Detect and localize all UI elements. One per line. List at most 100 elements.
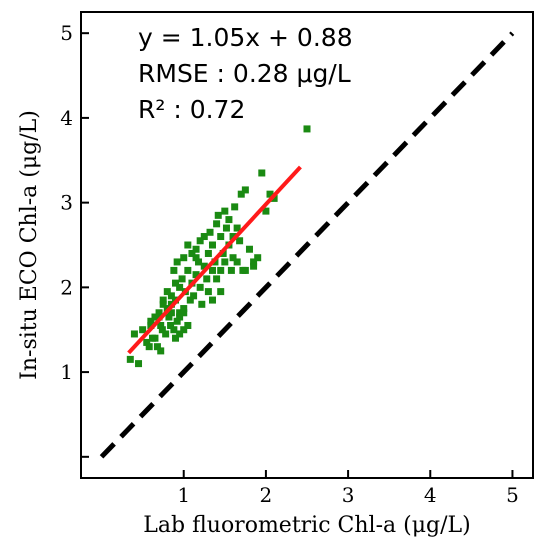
data-point (163, 288, 171, 296)
y-tick-label: 3 (60, 191, 73, 215)
data-point (180, 254, 188, 262)
data-point (221, 258, 229, 266)
y-tick-label: 2 (60, 275, 73, 299)
data-point (151, 334, 159, 342)
data-point (190, 292, 198, 300)
data-point (262, 207, 270, 215)
data-point (162, 330, 170, 338)
data-point (217, 288, 225, 296)
data-point (167, 309, 175, 317)
identity-line-layer (99, 31, 515, 459)
data-point (184, 321, 192, 329)
data-point (153, 343, 161, 351)
data-point (208, 266, 216, 274)
data-point (198, 300, 206, 308)
data-point (155, 309, 163, 317)
data-point (225, 216, 233, 224)
y-axis-label: In-situ ECO Chl-a (μg/L) (17, 110, 42, 380)
data-point (180, 305, 188, 313)
x-axis-ticks: 1 2 3 4 5 (177, 470, 519, 507)
data-point (170, 326, 178, 334)
data-point (196, 237, 204, 245)
data-point (176, 313, 184, 321)
data-point (245, 245, 253, 253)
data-point (250, 262, 258, 270)
data-point (178, 275, 186, 283)
data-point (176, 330, 184, 338)
x-tick-label: 1 (177, 483, 190, 507)
data-point (188, 249, 196, 257)
data-point (192, 271, 200, 279)
data-point (203, 275, 211, 283)
data-point (241, 266, 249, 274)
data-point (236, 237, 244, 245)
data-point (192, 254, 200, 262)
data-point (167, 321, 175, 329)
data-point (217, 266, 225, 274)
x-tick-label: 5 (506, 483, 519, 507)
data-point (227, 266, 235, 274)
data-point (200, 262, 208, 270)
data-point (222, 224, 230, 232)
data-point (208, 241, 216, 249)
y-axis-ticks: 1 2 3 4 5 (60, 21, 89, 458)
data-point (172, 279, 180, 287)
data-point (250, 258, 258, 266)
annotation-r2: R² : 0.72 (138, 95, 245, 124)
data-point (143, 338, 151, 346)
data-point (167, 292, 175, 300)
fit-line (127, 165, 302, 355)
data-point (145, 343, 153, 351)
data-point (206, 228, 214, 236)
data-point (151, 313, 159, 321)
data-point (180, 309, 188, 317)
data-point (184, 266, 192, 274)
data-point (173, 258, 181, 266)
x-tick-label: 3 (342, 483, 355, 507)
data-point (195, 258, 203, 266)
data-point (266, 190, 274, 198)
data-point (208, 296, 216, 304)
x-tick-label: 4 (424, 483, 437, 507)
x-tick-label: 2 (260, 483, 273, 507)
data-point (157, 321, 165, 329)
data-point (180, 326, 188, 334)
annotation-rmse: RMSE : 0.28 μg/L (138, 59, 351, 88)
data-point (229, 233, 237, 241)
data-point (176, 309, 184, 317)
plot-frame (80, 11, 534, 479)
data-point (147, 321, 155, 329)
data-point (303, 125, 311, 133)
data-point (213, 275, 221, 283)
data-point (130, 330, 138, 338)
data-point (184, 241, 192, 249)
data-point (155, 313, 163, 321)
data-point (204, 288, 212, 296)
data-point (159, 300, 167, 308)
data-point (192, 245, 200, 253)
data-point (233, 258, 241, 266)
data-points (126, 125, 311, 368)
data-point (237, 190, 245, 198)
data-point (147, 317, 155, 325)
x-axis-label: Lab fluorometric Chl-a (μg/L) (143, 513, 470, 538)
data-point (159, 296, 167, 304)
data-point (213, 220, 221, 228)
data-point (231, 203, 239, 211)
data-point (233, 224, 241, 232)
data-point (221, 207, 229, 215)
data-point (139, 326, 147, 334)
data-point (165, 313, 173, 321)
data-point (170, 266, 178, 274)
y-tick-label: 5 (60, 21, 73, 45)
data-point (158, 326, 166, 334)
annotation-equation: y = 1.05x + 0.88 (138, 23, 353, 52)
y-tick-label: 4 (60, 106, 73, 130)
identity-line (99, 31, 515, 459)
fit-line-layer (127, 165, 302, 355)
y-tick-label: 1 (60, 360, 73, 384)
data-point (173, 317, 181, 325)
data-point (186, 296, 194, 304)
data-point (157, 347, 165, 355)
